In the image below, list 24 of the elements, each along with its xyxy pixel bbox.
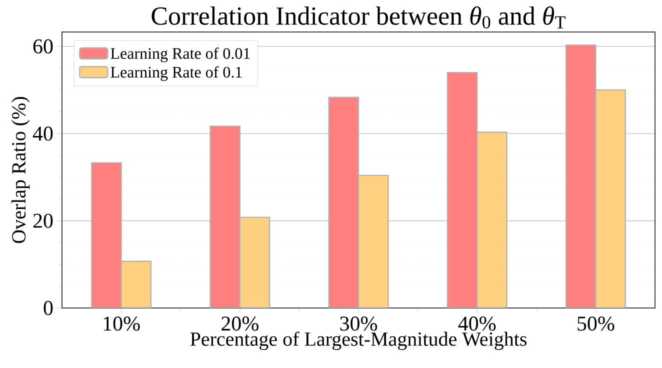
legend-label: Learning Rate of 0.1 [110, 66, 242, 81]
bar [210, 126, 240, 308]
y-tick-label: 40 [32, 126, 53, 141]
x-tick-label: 50% [578, 316, 614, 331]
bar [476, 132, 508, 308]
x-tick-label: 30% [340, 316, 378, 331]
y-tick-label: 60 [33, 39, 53, 54]
x-tick-label: 40% [458, 316, 496, 331]
x-tick-label: 10% [104, 316, 140, 331]
y-axis-title: Overlap Ratio (%) [12, 97, 30, 244]
bar [358, 174, 389, 308]
bar [91, 162, 122, 308]
legend-label: Learning Rate of 0.01 [110, 47, 250, 62]
bar [120, 260, 152, 308]
bar [239, 216, 270, 308]
x-axis-title: Percentage of Largest-Magnitude Weights [190, 332, 527, 350]
y-tick-label: 0 [44, 300, 53, 316]
bar [565, 44, 596, 308]
x-tick-label: 20% [222, 316, 258, 331]
bar [595, 89, 626, 308]
bar [446, 72, 478, 308]
y-tick-label: 20 [33, 214, 53, 228]
bar [328, 96, 360, 308]
chart-title: Correlation Indicator between θ$_{0}$ and θ$_{T}$ [152, 6, 566, 28]
